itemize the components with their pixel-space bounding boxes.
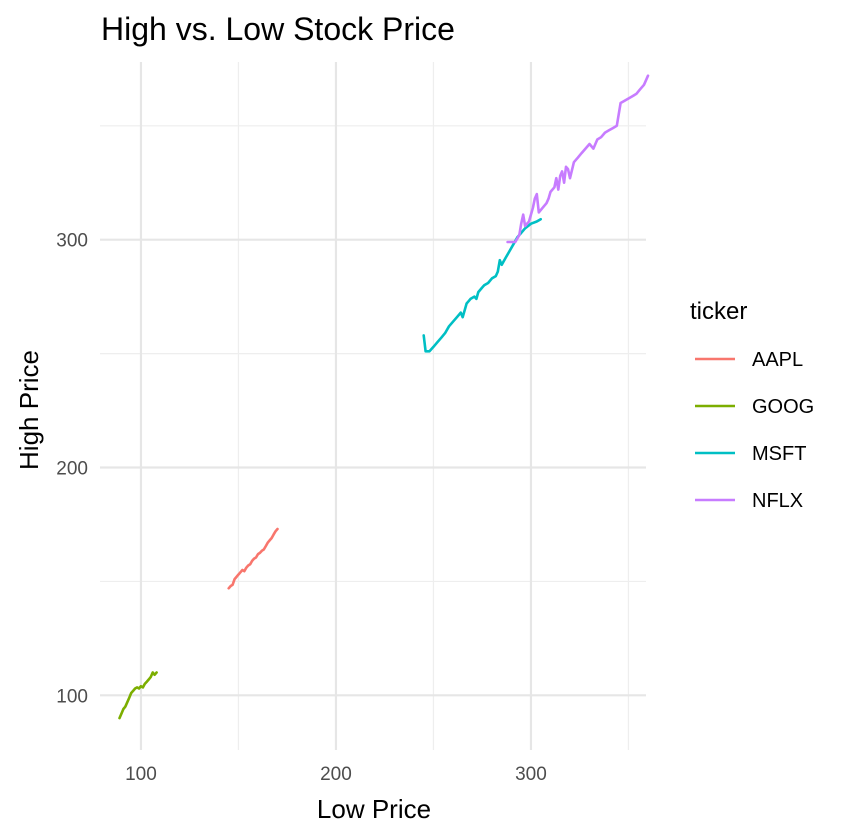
legend: ticker AAPL GOOG MSFT NFLX	[690, 298, 814, 512]
x-tick-label: 100	[125, 764, 157, 785]
chart-title: High vs. Low Stock Price	[101, 11, 455, 47]
y-tick-labels: 100 200 300	[56, 231, 88, 708]
x-axis-title: Low Price	[317, 794, 431, 824]
legend-label-msft: MSFT	[752, 443, 806, 465]
x-tick-labels: 100 200 300	[125, 764, 547, 785]
y-tick-label: 100	[56, 686, 88, 707]
legend-title: ticker	[690, 298, 747, 325]
series-line-goog	[118, 671, 158, 720]
series-lines	[118, 74, 650, 720]
y-axis-title: High Price	[14, 350, 44, 470]
series-line-nflx	[506, 74, 650, 244]
y-tick-label: 200	[56, 459, 88, 480]
x-tick-label: 300	[515, 764, 547, 785]
y-tick-label: 300	[56, 231, 88, 252]
legend-label-aapl: AAPL	[752, 349, 803, 371]
x-tick-label: 200	[320, 764, 352, 785]
legend-label-goog: GOOG	[752, 396, 814, 418]
legend-label-nflx: NFLX	[752, 490, 803, 512]
series-line-aapl	[227, 527, 279, 590]
grid	[100, 62, 646, 750]
